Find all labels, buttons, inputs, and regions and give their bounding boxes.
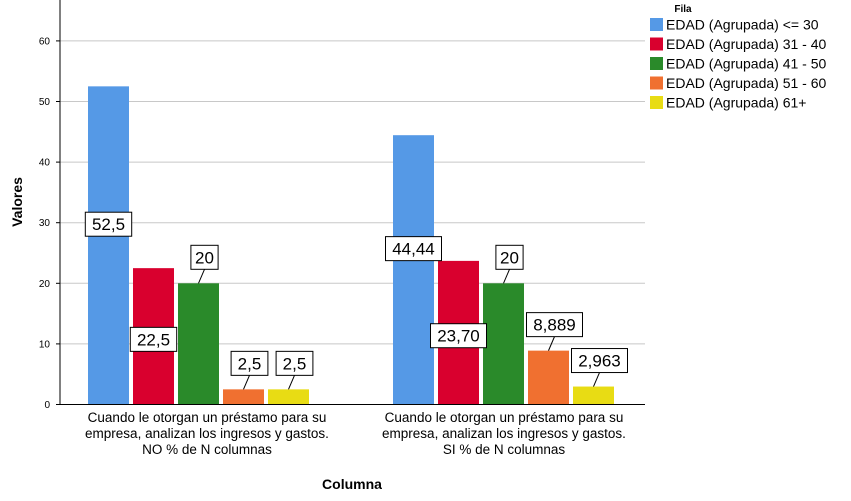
y-tick-label: 10	[39, 339, 51, 350]
legend-label: EDAD (Agrupada) <= 30	[666, 17, 819, 33]
data-label-box	[495, 244, 524, 270]
data-label: 22,5	[137, 330, 170, 349]
data-label: 20	[195, 248, 214, 267]
data-label: 2,963	[578, 352, 621, 371]
legend-swatch	[650, 18, 663, 31]
data-label-box	[129, 326, 178, 352]
x-axis-title: Columna	[322, 476, 382, 492]
x-tick-label: SI % de N columnas	[443, 442, 566, 457]
data-label: 8,889	[533, 316, 576, 335]
data-label-box	[571, 348, 628, 374]
x-tick-label: NO % de N columnas	[142, 442, 272, 457]
legend-swatch	[650, 76, 663, 90]
bars	[88, 86, 614, 405]
data-label: 23,70	[437, 327, 480, 346]
y-tick-label: 0	[44, 400, 50, 411]
data-label: 44,44	[392, 240, 435, 259]
data-label-box	[275, 350, 314, 376]
legend: Fila EDAD (Agrupada) <= 30 EDAD (Agrupada…	[650, 4, 827, 111]
y-tick-label: 30	[39, 218, 51, 229]
data-label-box	[230, 350, 269, 376]
x-tick-label: Cuando le otorgan un préstamo para su	[88, 410, 327, 425]
y-axis-title: Valores	[9, 177, 25, 227]
y-tick-label: 40	[39, 158, 51, 169]
legend-swatch	[650, 57, 663, 70]
data-label-box	[385, 236, 442, 262]
x-tick-label: empresa, analizan los ingresos y gastos.	[85, 426, 329, 441]
label-leader-line	[548, 336, 555, 351]
label-leader-line	[593, 372, 600, 387]
label-leader-line	[503, 269, 510, 284]
legend-label: EDAD (Agrupada) 41 - 50	[666, 56, 827, 72]
y-tick-label: 60	[39, 36, 51, 47]
bar	[528, 350, 569, 405]
data-label-box	[526, 312, 583, 338]
bar	[483, 283, 524, 405]
legend-label: EDAD (Agrupada) 51 - 60	[666, 75, 827, 91]
axes: 0 10 20 30 40 50 60 Cuando le otorgan un présta…	[39, 0, 645, 457]
data-label: 2,5	[283, 354, 307, 373]
data-label: 52,5	[92, 215, 125, 234]
x-tick-label: Cuando le otorgan un préstamo para su	[385, 410, 624, 425]
x-tick-label: empresa, analizan los ingresos y gastos.	[382, 426, 626, 441]
data-label-box	[190, 244, 219, 270]
label-leader-line	[288, 375, 295, 390]
legend-swatch	[650, 96, 663, 109]
data-label-box	[430, 323, 487, 349]
label-leader-line	[198, 269, 205, 284]
legend-label: EDAD (Agrupada) 31 - 40	[666, 36, 827, 52]
label-leader-line	[243, 375, 250, 390]
data-label-box	[84, 211, 133, 237]
data-label: 2,5	[238, 354, 262, 373]
data-labels: 52,5 44,44 22,5 23,70 20 20 2,5 8,889 2,5 2,963	[84, 211, 628, 390]
y-tick-label: 50	[39, 97, 51, 108]
bar	[88, 86, 129, 405]
bar	[573, 386, 614, 405]
bar	[223, 389, 264, 405]
legend-title: Fila	[674, 4, 692, 15]
bar	[393, 135, 434, 405]
bar	[268, 389, 309, 405]
legend-swatch	[650, 37, 663, 51]
legend-label: EDAD (Agrupada) 61+	[666, 95, 806, 111]
data-label: 20	[500, 248, 519, 267]
bar	[178, 283, 219, 405]
y-tick-label: 20	[39, 279, 51, 290]
